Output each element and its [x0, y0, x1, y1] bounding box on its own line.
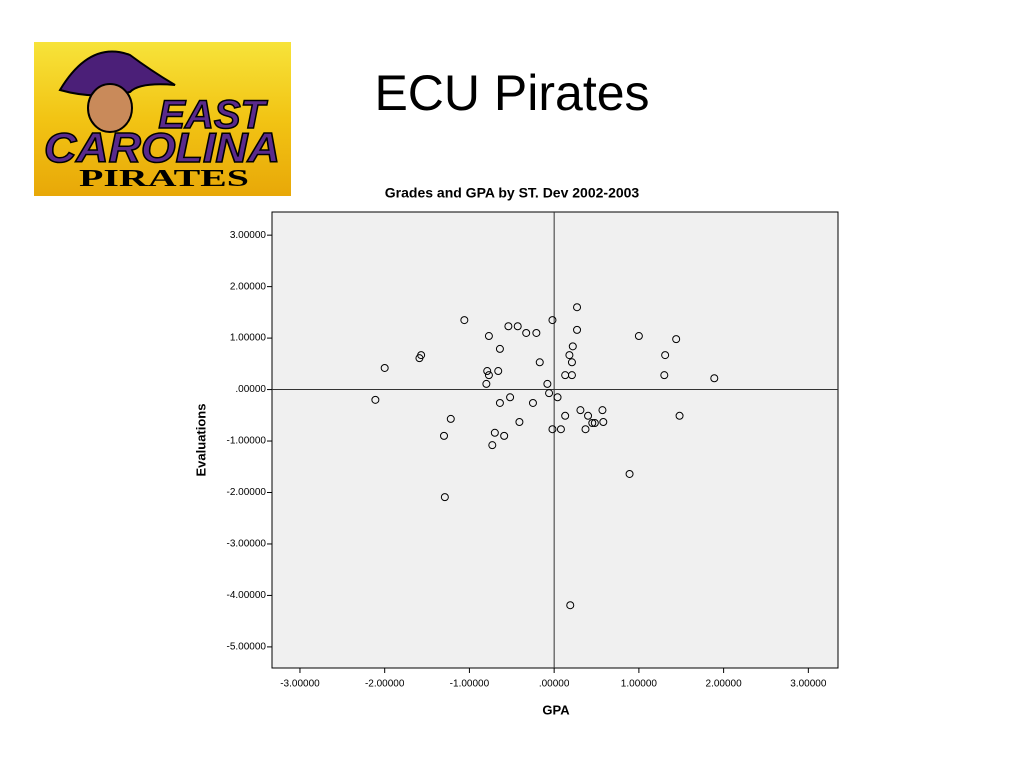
point	[488, 441, 497, 450]
point	[573, 325, 582, 334]
y-tick-label: .00000	[235, 384, 266, 395]
point	[576, 406, 585, 415]
logo-text: PIRATES	[79, 166, 249, 192]
point	[661, 351, 670, 360]
point	[500, 431, 509, 440]
y-tick-label: 1.00000	[230, 333, 267, 344]
logo-face	[87, 83, 133, 133]
point	[446, 414, 455, 423]
point	[490, 428, 499, 437]
point	[494, 367, 503, 376]
point	[548, 316, 557, 325]
y-axis-label: Evaluations	[193, 404, 208, 477]
point	[495, 344, 504, 353]
x-axis-label: GPA	[542, 702, 570, 717]
point	[625, 469, 634, 478]
slide-title: ECU Pirates	[374, 65, 649, 121]
x-tick-label: -1.00000	[450, 679, 490, 690]
chart-title: Grades and GPA by ST. Dev 2002-2003	[385, 185, 640, 201]
y-tick-label: -1.00000	[227, 436, 267, 447]
point	[380, 363, 389, 372]
point	[504, 322, 513, 331]
y-tick-label: -3.00000	[227, 539, 267, 550]
point	[371, 395, 380, 404]
point	[535, 358, 544, 367]
point	[634, 332, 643, 341]
x-tick-label: -3.00000	[280, 679, 320, 690]
point	[588, 419, 597, 428]
point	[482, 379, 491, 388]
point	[561, 411, 570, 420]
point	[566, 601, 575, 610]
y-tick-label: -2.00000	[227, 487, 267, 498]
point	[515, 417, 524, 426]
point	[484, 332, 493, 341]
x-tick-label: 2.00000	[706, 679, 743, 690]
point	[522, 328, 531, 337]
logo-text: CAROLINA	[44, 124, 280, 171]
point	[440, 431, 449, 440]
point	[417, 351, 426, 360]
point	[567, 358, 576, 367]
point	[584, 411, 593, 420]
x-tick-label: 3.00000	[790, 679, 827, 690]
point	[506, 393, 515, 402]
point	[513, 322, 522, 331]
y-tick-label: 3.00000	[230, 230, 267, 241]
point	[567, 371, 576, 380]
y-tick-label: -4.00000	[227, 590, 267, 601]
point	[528, 398, 537, 407]
point	[484, 371, 493, 380]
point	[545, 389, 554, 398]
x-tick-label: -2.00000	[365, 679, 405, 690]
point	[548, 425, 557, 434]
y-tick-label: -5.00000	[227, 642, 267, 653]
x-tick-label: .00000	[539, 679, 570, 690]
point	[532, 328, 541, 337]
point	[440, 493, 449, 502]
point	[573, 303, 582, 312]
point	[590, 419, 599, 428]
point	[553, 393, 562, 402]
point	[568, 342, 577, 351]
point	[543, 379, 552, 388]
point	[460, 316, 469, 325]
point	[581, 425, 590, 434]
point	[495, 398, 504, 407]
point	[675, 411, 684, 420]
y-tick-label: 2.00000	[230, 281, 267, 292]
logo: EAST CAROLINA PIRATES	[34, 42, 291, 196]
point	[556, 425, 565, 434]
point	[710, 374, 719, 383]
point	[672, 335, 681, 344]
x-tick-label: 1.00000	[621, 679, 658, 690]
logo-text: EAST	[158, 93, 268, 137]
point	[599, 417, 608, 426]
point	[483, 367, 492, 376]
point	[660, 371, 669, 380]
plot-area	[271, 211, 839, 669]
point	[565, 351, 574, 360]
point	[598, 406, 607, 415]
